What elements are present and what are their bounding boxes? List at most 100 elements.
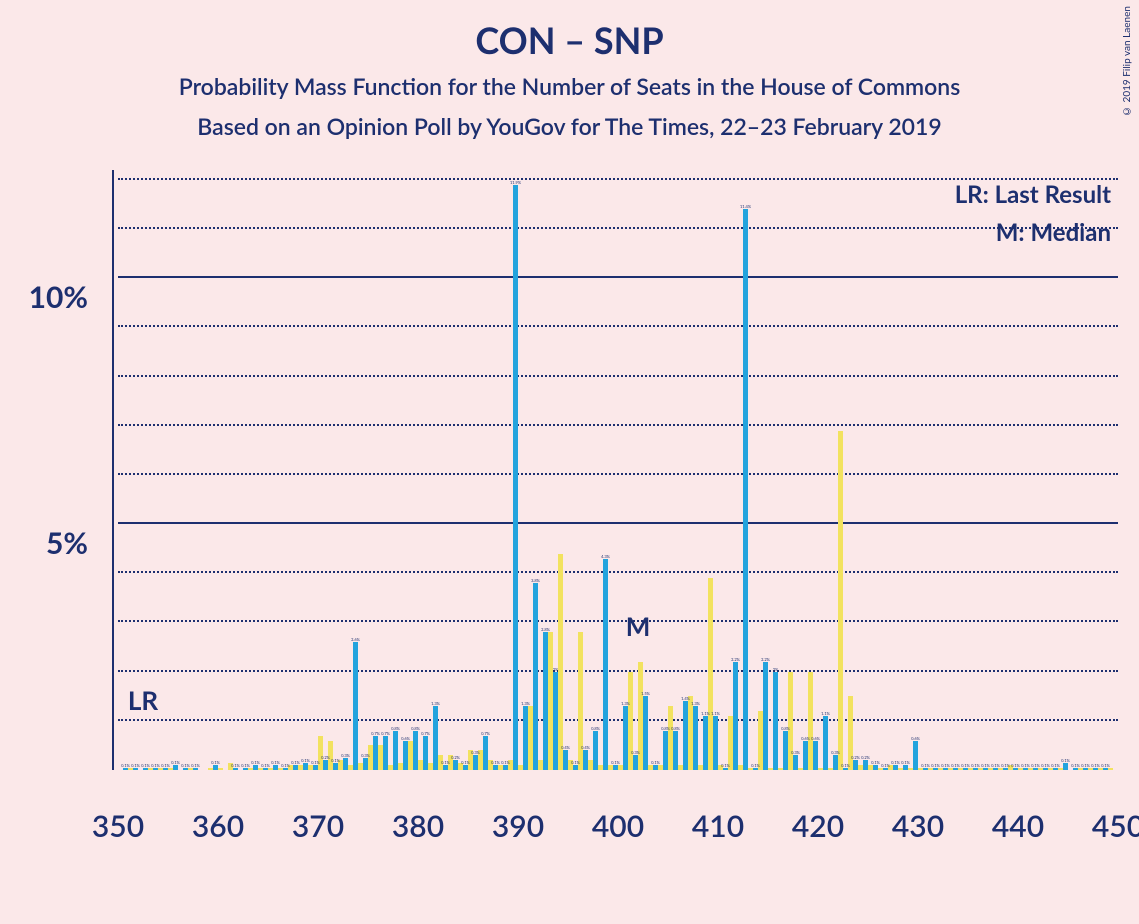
bar-value-label: 0.8% <box>671 726 680 731</box>
bar-blue: 0.1% <box>163 768 168 770</box>
bar-yellow <box>218 768 223 770</box>
bar-value-label: 0.1% <box>981 763 990 768</box>
bar-value-label: 0.1% <box>151 763 160 768</box>
bar-blue: 0.7% <box>373 736 378 770</box>
bar-blue: 3.8% <box>533 583 538 770</box>
bar-blue: 0.3% <box>473 755 478 770</box>
bar-blue: 0.1% <box>973 768 978 770</box>
bar-blue: 0.8% <box>593 731 598 770</box>
bar-value-label: 0.1% <box>971 763 980 768</box>
bar-value-label: 0.6% <box>401 736 410 741</box>
bar-value-label: 0.1% <box>131 763 140 768</box>
bar-value-label: 0.1% <box>1031 763 1040 768</box>
bar-blue: 0.1% <box>193 768 198 770</box>
bar-blue: 0.1% <box>1003 768 1008 770</box>
bar-blue: 2.2% <box>733 662 738 770</box>
bar-value-label: 0.6% <box>801 736 810 741</box>
bar-value-label: 0.1% <box>491 760 500 765</box>
bar-blue: 0.7% <box>383 736 388 770</box>
bar-value-label: 0.1% <box>121 763 130 768</box>
bar-blue: 1.3% <box>623 706 628 770</box>
bar-blue: 0.1% <box>993 768 998 770</box>
chart-subtitle-2: Based on an Opinion Poll by YouGov for T… <box>0 112 1139 140</box>
bar-value-label: 0.1% <box>931 763 940 768</box>
bar-value-label: 2.2% <box>731 657 740 662</box>
bar-value-label: 0.1% <box>611 760 620 765</box>
bar-blue: 0.1% <box>333 763 338 770</box>
bar-blue: 0.6% <box>803 741 808 771</box>
bar-blue: 0.1% <box>953 768 958 770</box>
bar-value-label: 0.1% <box>1001 763 1010 768</box>
bar-blue: 0.1% <box>983 768 988 770</box>
bar-blue: 0.1% <box>843 768 848 770</box>
bar-value-label: 0.1% <box>891 760 900 765</box>
bar-value-label: 0.1% <box>331 758 340 763</box>
bar-value-label: 0.3% <box>831 750 840 755</box>
bar-value-label: 1.5% <box>641 691 650 696</box>
bar-blue: 0.1% <box>243 768 248 770</box>
bar-blue: 2% <box>773 672 778 770</box>
x-tick-label: 360 <box>192 808 244 844</box>
bar-value-label: 0.1% <box>501 760 510 765</box>
bar-value-label: 2.6% <box>351 637 360 642</box>
bar-blue: 1.1% <box>703 716 708 770</box>
bar-value-label: 0.1% <box>961 763 970 768</box>
bar-value-label: 0.1% <box>141 763 150 768</box>
bar-blue: 0.4% <box>563 750 568 770</box>
bar-blue: 0.1% <box>273 765 278 770</box>
bar-blue: 0.1% <box>613 765 618 770</box>
bar-value-label: 2.2% <box>761 657 770 662</box>
bar-blue: 0.3% <box>363 758 368 770</box>
bar-value-label: 0.1% <box>1061 758 1070 763</box>
bar-value-label: 0.2% <box>851 755 860 760</box>
bar-blue: 1.3% <box>693 706 698 770</box>
bar-blue: 2.6% <box>353 642 358 770</box>
bar-blue: 0.1% <box>933 768 938 770</box>
bar-blue: 0.1% <box>503 765 508 770</box>
chart-title: CON – SNP <box>0 0 1139 62</box>
x-tick-label: 420 <box>792 808 844 844</box>
bar-blue: 0.7% <box>483 736 488 770</box>
bar-blue: 0.1% <box>293 765 298 770</box>
bar-value-label: 0.7% <box>371 731 380 736</box>
bar-blue: 0.1% <box>153 768 158 770</box>
bar-value-label: 1.3% <box>521 701 530 706</box>
bar-value-label: 0.6% <box>811 736 820 741</box>
bar-blue: 0.1% <box>1093 768 1098 770</box>
bar-value-label: 0.3% <box>791 750 800 755</box>
bar-value-label: 0.2% <box>451 755 460 760</box>
plot-region: 0.1%0.1%0.1%0.1%0.1%0.1%0.1%0.1%0.1%0.1%… <box>118 170 1118 810</box>
bar-blue: 0.1% <box>923 768 928 770</box>
bar-blue: 0.1% <box>873 765 878 770</box>
bar-value-label: 0.4% <box>581 745 590 750</box>
bar-blue: 0.1% <box>1033 768 1038 770</box>
bar-value-label: 0.1% <box>1051 763 1060 768</box>
bar-blue: 0.3% <box>343 758 348 770</box>
bar-value-label: 0.1% <box>721 763 730 768</box>
bar-value-label: 0.1% <box>441 760 450 765</box>
bar-blue: 0.2% <box>853 760 858 770</box>
x-tick-label: 410 <box>692 808 744 844</box>
bar-value-label: 2.8% <box>541 627 550 632</box>
bar-value-label: 0.8% <box>391 726 400 731</box>
x-tick-label: 370 <box>292 808 344 844</box>
bar-blue: 0.2% <box>453 760 458 770</box>
bar-value-label: 0.1% <box>651 760 660 765</box>
bar-value-label: 0.1% <box>1011 763 1020 768</box>
x-tick-label: 350 <box>92 808 144 844</box>
bar-value-label: 0.1% <box>231 763 240 768</box>
gridline-minor <box>118 178 1118 180</box>
bar-blue: 1.1% <box>823 716 828 770</box>
bar-blue: 1.5% <box>643 696 648 770</box>
bar-value-label: 0.1% <box>1101 763 1110 768</box>
bar-blue: 0.8% <box>393 731 398 770</box>
bar-blue: 0.1% <box>133 768 138 770</box>
bar-value-label: 0.1% <box>1091 763 1100 768</box>
bar-value-label: 0.1% <box>571 760 580 765</box>
gridline-minor <box>118 424 1118 426</box>
bar-blue: 0.1% <box>143 768 148 770</box>
gridline-minor <box>118 620 1118 622</box>
gridline-minor <box>118 571 1118 573</box>
gridline-major <box>118 522 1118 524</box>
bar-blue: 0.1% <box>903 765 908 770</box>
